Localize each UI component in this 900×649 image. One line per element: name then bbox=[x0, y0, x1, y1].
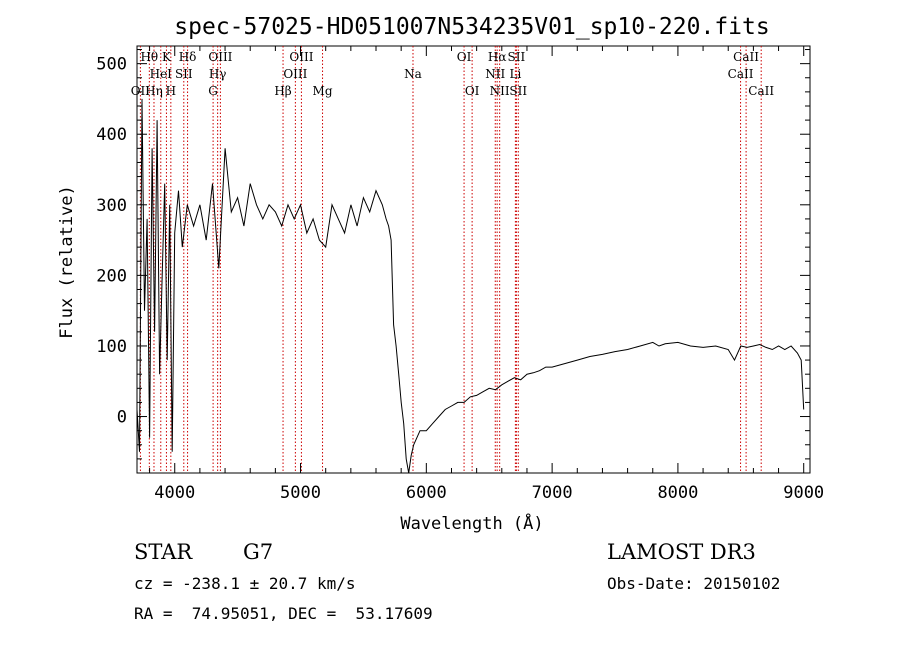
spectral-line-markers bbox=[139, 46, 762, 473]
line-label: SII bbox=[508, 50, 526, 64]
y-tick-label: 300 bbox=[96, 196, 127, 216]
x-tick-label: 9000 bbox=[783, 483, 824, 503]
line-label: CaII bbox=[733, 50, 759, 64]
coordinates: RA = 74.95051, DEC = 53.17609 bbox=[134, 604, 433, 623]
line-label: OIII bbox=[289, 50, 313, 64]
x-tick-label: 6000 bbox=[406, 483, 447, 503]
plot-frame bbox=[136, 45, 811, 474]
line-label: OI bbox=[465, 84, 480, 98]
x-axis-ticks: 4000 5000 6000 7000 8000 9000 bbox=[149, 46, 824, 503]
observation-date: Obs-Date: 20150102 bbox=[607, 574, 780, 593]
line-label: Hβ bbox=[274, 84, 291, 98]
line-label: OIII bbox=[283, 67, 307, 81]
x-tick-label: 7000 bbox=[532, 483, 573, 503]
y-tick-label: 500 bbox=[96, 55, 127, 75]
line-label: Hγ bbox=[209, 67, 227, 81]
redshift-velocity: cz = -238.1 ± 20.7 km/s bbox=[134, 574, 356, 593]
chart-title: spec-57025-HD051007N534235V01_sp10-220.f… bbox=[174, 14, 769, 40]
line-label: HeI bbox=[150, 67, 173, 81]
object-class: STAR bbox=[134, 540, 193, 564]
line-label: K bbox=[162, 50, 172, 64]
y-tick-label: 0 bbox=[117, 408, 127, 428]
line-label: NII bbox=[490, 84, 510, 98]
line-label: Hη bbox=[145, 84, 163, 98]
line-label: NII bbox=[485, 67, 505, 81]
line-label: OIII bbox=[208, 50, 232, 64]
object-subclass: G7 bbox=[243, 540, 273, 564]
line-label: G bbox=[208, 84, 218, 98]
survey-name: LAMOST DR3 bbox=[607, 540, 756, 564]
line-label: Hθ bbox=[140, 50, 158, 64]
x-tick-label: 5000 bbox=[280, 483, 321, 503]
y-tick-label: 400 bbox=[96, 125, 127, 145]
line-label: Mg bbox=[313, 84, 333, 98]
line-label: Na bbox=[404, 67, 422, 81]
line-label: Hα bbox=[488, 50, 507, 64]
y-axis-ticks: 0 100 200 300 400 500 bbox=[96, 49, 810, 460]
x-tick-label: 4000 bbox=[154, 483, 195, 503]
y-tick-label: 100 bbox=[96, 337, 127, 357]
x-axis-label: Wavelength (Å) bbox=[400, 512, 543, 534]
y-tick-label: 200 bbox=[96, 266, 127, 286]
line-label: SII bbox=[175, 67, 193, 81]
x-tick-label: 8000 bbox=[657, 483, 698, 503]
line-label: Li bbox=[509, 67, 521, 81]
line-label: H bbox=[166, 84, 176, 98]
line-label: OII bbox=[131, 84, 151, 98]
line-label: CaII bbox=[728, 67, 754, 81]
spectrum-line bbox=[136, 98, 805, 474]
line-label: Hδ bbox=[179, 50, 197, 64]
spectral-line-labels: OII Hθ Hη HeI K H SII Hδ G Hγ OIII Hβ OIII OIII Mg Na OI… bbox=[131, 50, 775, 98]
line-label: SII bbox=[509, 84, 527, 98]
line-label: OI bbox=[457, 50, 472, 64]
line-label: CaII bbox=[748, 84, 774, 98]
y-axis-label: Flux (relative) bbox=[57, 185, 77, 339]
